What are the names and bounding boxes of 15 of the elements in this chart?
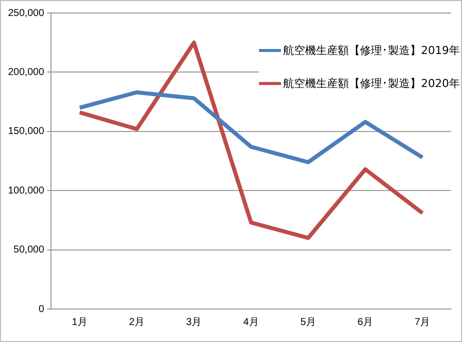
y-tick-label: 250,000 (8, 8, 45, 19)
x-tick-label: 6月 (358, 316, 374, 328)
x-tick-label: 3月 (186, 316, 202, 328)
x-tick-label: 7月 (414, 316, 430, 328)
legend-label: 航空機生産額【修理･製造】2020年 (283, 76, 460, 91)
y-tick-label: 0 (38, 304, 45, 315)
y-tick-label: 50,000 (14, 244, 45, 256)
x-tick-label: 5月 (300, 316, 316, 328)
x-tick-label: 4月 (243, 316, 259, 328)
legend-label: 航空機生産額【修理･製造】2019年 (283, 43, 460, 58)
y-tick-label: 200,000 (8, 66, 45, 78)
y-tick-label: 150,000 (8, 126, 45, 138)
x-tick-label: 2月 (129, 316, 145, 328)
x-tick-label: 1月 (72, 316, 88, 328)
y-tick-label: 100,000 (8, 185, 45, 196)
